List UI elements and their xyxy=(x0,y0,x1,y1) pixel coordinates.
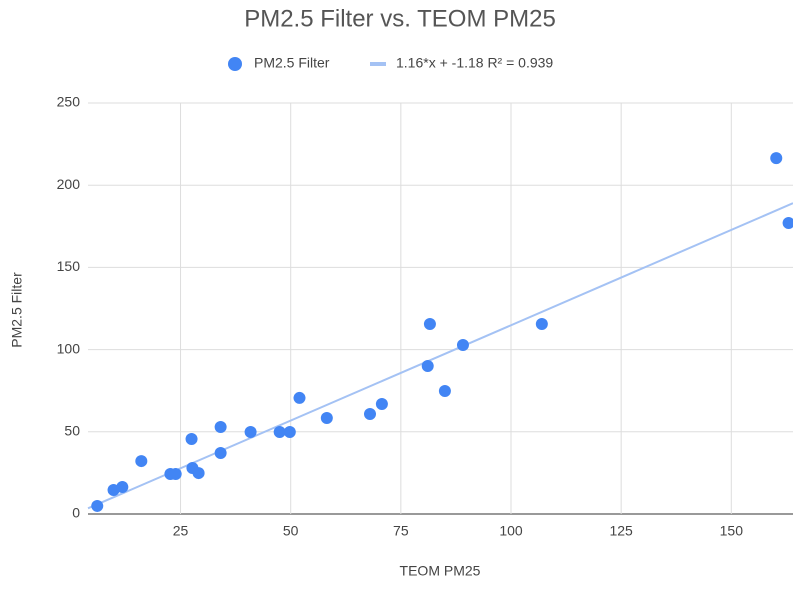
legend-label: 1.16*x + -1.18 R² = 0.939 xyxy=(396,55,553,71)
point xyxy=(283,425,296,438)
x-tick-label: 25 xyxy=(173,523,189,539)
point xyxy=(214,421,227,434)
point xyxy=(456,338,469,351)
y-tick-label: 100 xyxy=(57,340,81,356)
y-tick-label: 50 xyxy=(64,423,80,439)
point xyxy=(244,425,257,438)
trendline xyxy=(87,202,793,510)
point xyxy=(169,468,182,481)
point xyxy=(320,411,333,424)
y-tick-label: 150 xyxy=(57,258,81,274)
point xyxy=(423,317,436,330)
point xyxy=(185,433,198,446)
point xyxy=(273,425,286,438)
x-tick-label: 50 xyxy=(283,523,299,539)
point xyxy=(375,398,388,411)
point xyxy=(770,152,783,165)
y-tick-label: 200 xyxy=(57,176,81,192)
y-axis-title: PM2.5 Filter xyxy=(9,272,25,348)
y-tick-label: 250 xyxy=(57,94,81,110)
x-tick-label: 150 xyxy=(720,523,744,539)
x-tick-label: 100 xyxy=(499,523,523,539)
point xyxy=(438,385,451,398)
point xyxy=(782,217,793,230)
point xyxy=(214,447,227,460)
point xyxy=(535,317,548,330)
y-tick-label: 0 xyxy=(72,505,80,521)
point xyxy=(364,408,376,421)
point xyxy=(116,481,129,494)
x-axis-title: TEOM PM25 xyxy=(400,563,481,579)
point xyxy=(91,499,104,512)
legend-marker xyxy=(228,57,242,71)
chart-title: PM2.5 Filter vs. TEOM PM25 xyxy=(244,5,556,32)
point xyxy=(421,360,434,373)
point xyxy=(135,455,148,468)
point xyxy=(192,467,205,480)
point xyxy=(293,391,306,404)
legend-label: PM2.5 Filter xyxy=(254,55,330,71)
x-tick-label: 75 xyxy=(393,523,409,539)
x-tick-label: 125 xyxy=(609,523,633,539)
